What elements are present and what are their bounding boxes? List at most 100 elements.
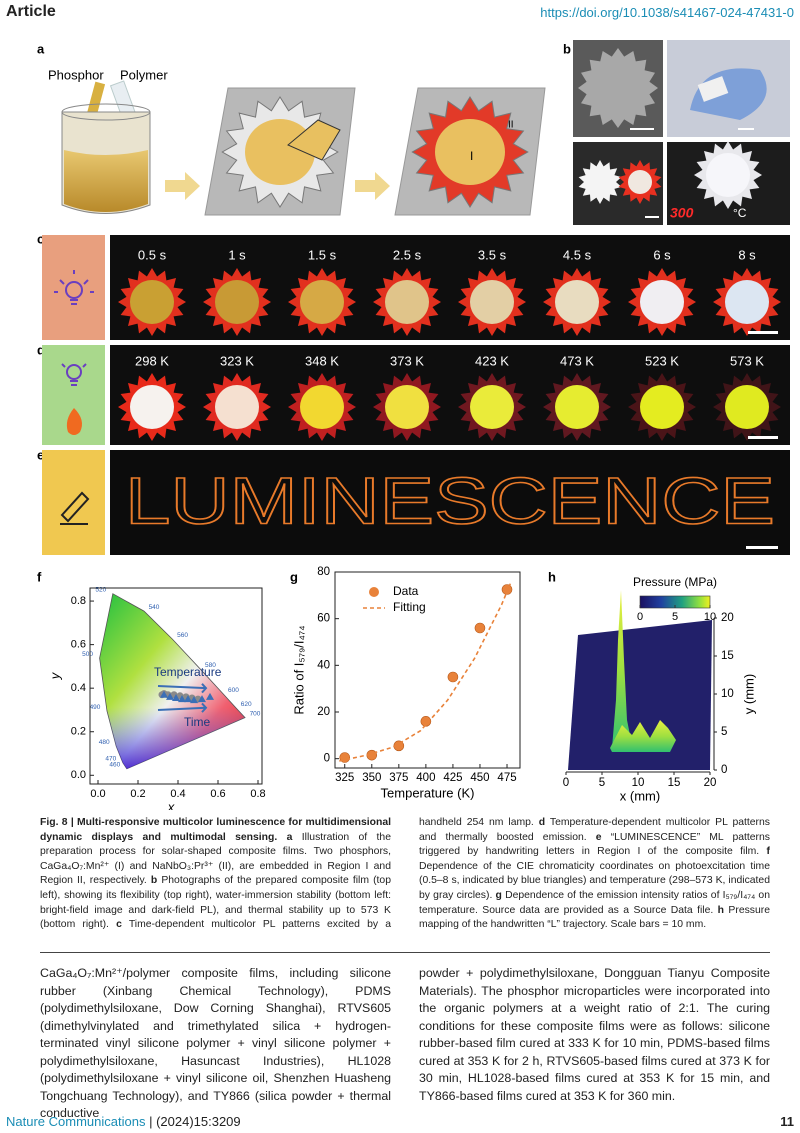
time-point bbox=[198, 695, 206, 703]
wavelength-label: 490 bbox=[90, 704, 101, 711]
data-point bbox=[501, 584, 513, 595]
caption-text: Dependence of the CIE chromaticity coord… bbox=[419, 860, 770, 901]
x-tick-label: 450 bbox=[470, 772, 489, 784]
caption-bold: f bbox=[766, 846, 770, 858]
phosphor-label: Phosphor bbox=[48, 67, 104, 82]
time-label: 1.5 s bbox=[308, 247, 337, 262]
photo-strip bbox=[110, 235, 790, 340]
x-axis-label: x bbox=[167, 799, 175, 810]
phosphor-fill bbox=[245, 119, 315, 185]
wavelength-label: 700 bbox=[250, 710, 261, 717]
time-point bbox=[172, 693, 180, 701]
caption-text: Pressure mapping of the handwritten “L” … bbox=[419, 904, 771, 931]
wavelength-label: 520 bbox=[95, 586, 106, 593]
legend-label: Data bbox=[393, 584, 419, 598]
caption-bold: e bbox=[595, 831, 602, 843]
section-label: Article bbox=[6, 3, 56, 20]
time-label: 0.5 s bbox=[138, 247, 167, 262]
beaker-rim bbox=[61, 103, 151, 121]
figure-caption: Fig. 8 | Multi-responsive multicolor lum… bbox=[40, 816, 770, 933]
fit-line bbox=[339, 583, 512, 762]
x-tick-label: 0.6 bbox=[210, 788, 225, 800]
film bbox=[578, 48, 658, 128]
y-tick-label: 0.2 bbox=[71, 726, 86, 738]
surface-floor bbox=[568, 620, 712, 770]
colorbar-tick-label: 10 bbox=[704, 611, 716, 623]
data-point bbox=[474, 622, 486, 634]
doi-link[interactable]: https://doi.org/10.1038/s41467-024-47431… bbox=[540, 5, 794, 20]
caption-text: Dependence of the emission intensity rat… bbox=[419, 889, 770, 916]
surface-spike bbox=[612, 590, 632, 748]
time-label: 6 s bbox=[653, 247, 671, 262]
panel-label: e bbox=[37, 447, 44, 462]
scraper bbox=[287, 119, 341, 161]
time-point bbox=[166, 692, 174, 700]
surface-ridge bbox=[610, 720, 676, 752]
time-point bbox=[178, 695, 186, 703]
wavelength-label: 540 bbox=[149, 604, 160, 611]
axes-frame bbox=[334, 571, 521, 769]
time-point bbox=[160, 690, 168, 698]
region-label: I bbox=[470, 149, 473, 163]
caption-bold: Fig. 8 | Multi-responsive multicolor lum… bbox=[40, 817, 391, 843]
film-center bbox=[555, 280, 599, 324]
ml-pattern: LUMINESCENCE bbox=[125, 463, 775, 537]
panel-label: h bbox=[548, 569, 556, 584]
x-axis-label: x (mm) bbox=[620, 788, 660, 803]
film-center bbox=[470, 385, 514, 429]
y-tick-label: 10 bbox=[721, 688, 734, 700]
time-label: 4.5 s bbox=[563, 247, 592, 262]
journal-name: Nature Communications bbox=[6, 1114, 146, 1129]
wavelength-label: 460 bbox=[109, 761, 120, 768]
temperature-unit: °C bbox=[733, 206, 747, 220]
x-tick-label: 5 bbox=[599, 777, 605, 789]
film-center bbox=[725, 385, 769, 429]
data-point bbox=[420, 716, 432, 727]
data-point bbox=[447, 671, 459, 683]
body-text: CaGa₄O₇:Mn²⁺/polymer composite films, in… bbox=[40, 965, 770, 1123]
y-tick-label: 80 bbox=[317, 566, 330, 578]
caption-text: Temperature-dependent multicolor PL patt… bbox=[419, 817, 770, 843]
caption-bold: h bbox=[717, 904, 725, 916]
wavelength-label: 470 bbox=[105, 755, 116, 762]
time-label: 8 s bbox=[738, 247, 756, 262]
arrow bbox=[165, 172, 200, 200]
region-i bbox=[435, 119, 505, 185]
x-tick-label: 0.4 bbox=[170, 788, 185, 800]
photo-strip bbox=[110, 450, 790, 555]
x-tick-label: 10 bbox=[632, 777, 645, 789]
y-tick-label: 20 bbox=[317, 706, 330, 718]
x-tick-label: 350 bbox=[362, 772, 381, 784]
film-piece bbox=[697, 76, 729, 102]
film-center bbox=[300, 385, 344, 429]
time-label: 3.5 s bbox=[478, 247, 507, 262]
temperature-label: 298 K bbox=[135, 353, 169, 368]
y-tick-label: 5 bbox=[721, 726, 727, 738]
footer: Nature Communications | (2024)15:3209 11 bbox=[6, 1114, 794, 1129]
paragraph: powder + polydimethylsiloxane, Dongguan … bbox=[419, 966, 770, 1103]
film-center bbox=[130, 385, 174, 429]
caption-text: Illustration of the preparation process … bbox=[40, 831, 391, 887]
wavelength-label: 620 bbox=[241, 701, 252, 708]
paragraph: CaGa₄O₇:Mn²⁺/polymer composite films, in… bbox=[40, 966, 391, 1120]
y-tick-label: 15 bbox=[721, 650, 734, 662]
header: Article https://doi.org/10.1038/s41467-0… bbox=[0, 0, 800, 26]
film-center bbox=[130, 280, 174, 324]
film-center bbox=[555, 385, 599, 429]
scale-bar bbox=[738, 128, 754, 130]
photo-stars bbox=[578, 48, 762, 209]
film-center bbox=[725, 280, 769, 324]
scale-bar bbox=[645, 216, 659, 218]
x-tick-label: 20 bbox=[704, 777, 717, 789]
colorbar-tick-label: 5 bbox=[672, 611, 678, 623]
temperature-label: 473 K bbox=[560, 353, 594, 368]
citation: | (2024)15:3209 bbox=[149, 1114, 241, 1129]
scale-bar bbox=[748, 331, 778, 334]
colorbar-title: Pressure (MPa) bbox=[633, 575, 717, 589]
film-center bbox=[640, 385, 684, 429]
legend-swatch bbox=[369, 587, 379, 597]
film-center bbox=[215, 385, 259, 429]
panel-label: c bbox=[37, 231, 44, 246]
time-point bbox=[190, 696, 198, 704]
